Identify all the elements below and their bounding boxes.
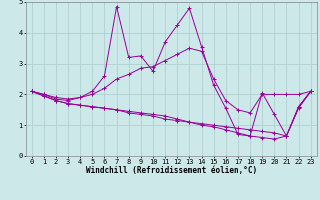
X-axis label: Windchill (Refroidissement éolien,°C): Windchill (Refroidissement éolien,°C) (86, 166, 257, 175)
